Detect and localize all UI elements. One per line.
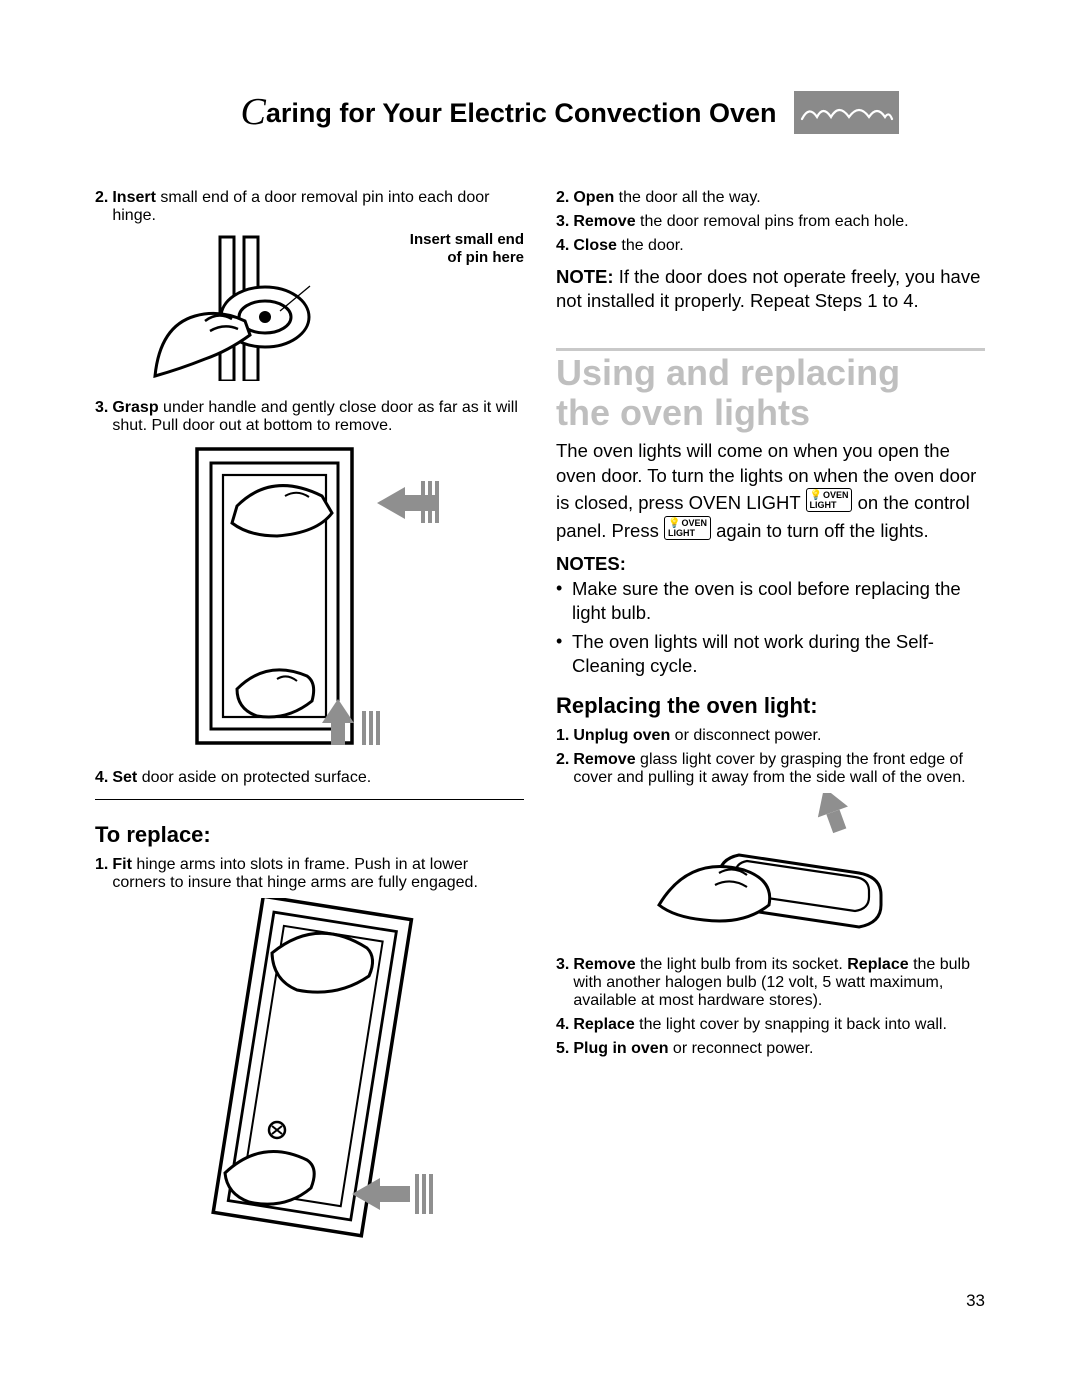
step-text: Remove the light bulb from its socket. R…	[573, 956, 985, 1010]
step-text: Remove glass light cover by grasping the…	[573, 751, 985, 787]
section-divider	[556, 348, 985, 351]
oven-light-button-icon: 💡OVENLIGHT	[806, 488, 853, 512]
step-number: 2.	[556, 189, 569, 207]
step-text: Remove the door removal pins from each h…	[573, 213, 985, 231]
divider	[95, 799, 524, 800]
step-number: 3.	[556, 956, 569, 1010]
light-step-5: 5. Plug in oven or reconnect power.	[556, 1040, 985, 1058]
door-grasp-illustration	[177, 441, 442, 751]
figure-door-grasp	[95, 441, 524, 751]
replace-note: NOTE: If the door does not operate freel…	[556, 265, 985, 314]
list-item: The oven lights will not work during the…	[556, 630, 985, 679]
content-columns: 2. Insert small end of a door removal pi…	[95, 189, 985, 1261]
step-number: 2.	[556, 751, 569, 787]
door-removal-step-2: 2. Insert small end of a door removal pi…	[95, 189, 524, 225]
page-header: Caring for Your Electric Convection Oven	[155, 90, 985, 134]
step-text: Plug in oven or reconnect power.	[573, 1040, 985, 1058]
door-replace-illustration	[177, 898, 442, 1243]
replace-step-2: 2. Open the door all the way.	[556, 189, 985, 207]
left-column: 2. Insert small end of a door removal pi…	[95, 189, 524, 1261]
figure-label: Insert small end of pin here	[410, 231, 524, 267]
arrow-diagonal-icon	[809, 793, 855, 836]
step-number: 4.	[556, 237, 569, 255]
subhead-replacing-light: Replacing the oven light:	[556, 693, 985, 719]
step-text: Unplug oven or disconnect power.	[573, 727, 985, 745]
light-cover-illustration	[621, 793, 921, 938]
brand-logo	[794, 91, 899, 134]
replace-step-3: 3. Remove the door removal pins from eac…	[556, 213, 985, 231]
step-number: 2.	[95, 189, 108, 225]
step-text: Grasp under handle and gently close door…	[112, 399, 524, 435]
replace-step-4: 4. Close the door.	[556, 237, 985, 255]
replace-step-1: 1. Fit hinge arms into slots in frame. P…	[95, 856, 524, 892]
light-step-2: 2. Remove glass light cover by grasping …	[556, 751, 985, 787]
step-number: 4.	[556, 1016, 569, 1034]
right-column: 2. Open the door all the way. 3. Remove …	[556, 189, 985, 1261]
list-item: Make sure the oven is cool before replac…	[556, 577, 985, 626]
door-removal-step-3: 3. Grasp under handle and gently close d…	[95, 399, 524, 435]
title-initial: C	[241, 91, 266, 133]
light-step-1: 1. Unplug oven or disconnect power.	[556, 727, 985, 745]
step-text: Open the door all the way.	[573, 189, 985, 207]
step-text: Replace the light cover by snapping it b…	[573, 1016, 985, 1034]
figure-pin-insert: Insert small end of pin here	[95, 231, 524, 381]
figure-door-replace	[95, 898, 524, 1243]
step-text: Insert small end of a door removal pin i…	[112, 189, 524, 225]
step-number: 3.	[556, 213, 569, 231]
figure-light-cover	[556, 793, 985, 938]
subhead-to-replace: To replace:	[95, 822, 524, 848]
light-step-3: 3. Remove the light bulb from its socket…	[556, 956, 985, 1010]
step-number: 3.	[95, 399, 108, 435]
section-title-oven-lights: Using and replacing the oven lights	[556, 348, 985, 434]
oven-light-button-icon: 💡OVENLIGHT	[664, 516, 711, 540]
step-number: 5.	[556, 1040, 569, 1058]
step-text: Close the door.	[573, 237, 985, 255]
step-number: 4.	[95, 769, 108, 787]
step-number: 1.	[95, 856, 108, 892]
arrow-left-icon	[377, 487, 435, 519]
title-rest: aring for Your Electric Convection Oven	[266, 98, 777, 128]
page-number: 33	[95, 1291, 985, 1311]
notes-label: NOTES:	[556, 553, 985, 575]
page-title: Caring for Your Electric Convection Oven	[241, 90, 777, 134]
pin-insert-illustration	[150, 231, 410, 381]
door-removal-step-4: 4. Set door aside on protected surface.	[95, 769, 524, 787]
notes-list: Make sure the oven is cool before replac…	[556, 577, 985, 679]
step-text: Fit hinge arms into slots in frame. Push…	[112, 856, 524, 892]
step-text: Set door aside on protected surface.	[112, 769, 524, 787]
light-step-4: 4. Replace the light cover by snapping i…	[556, 1016, 985, 1034]
step-number: 1.	[556, 727, 569, 745]
oven-lights-paragraph: The oven lights will come on when you op…	[556, 439, 985, 543]
